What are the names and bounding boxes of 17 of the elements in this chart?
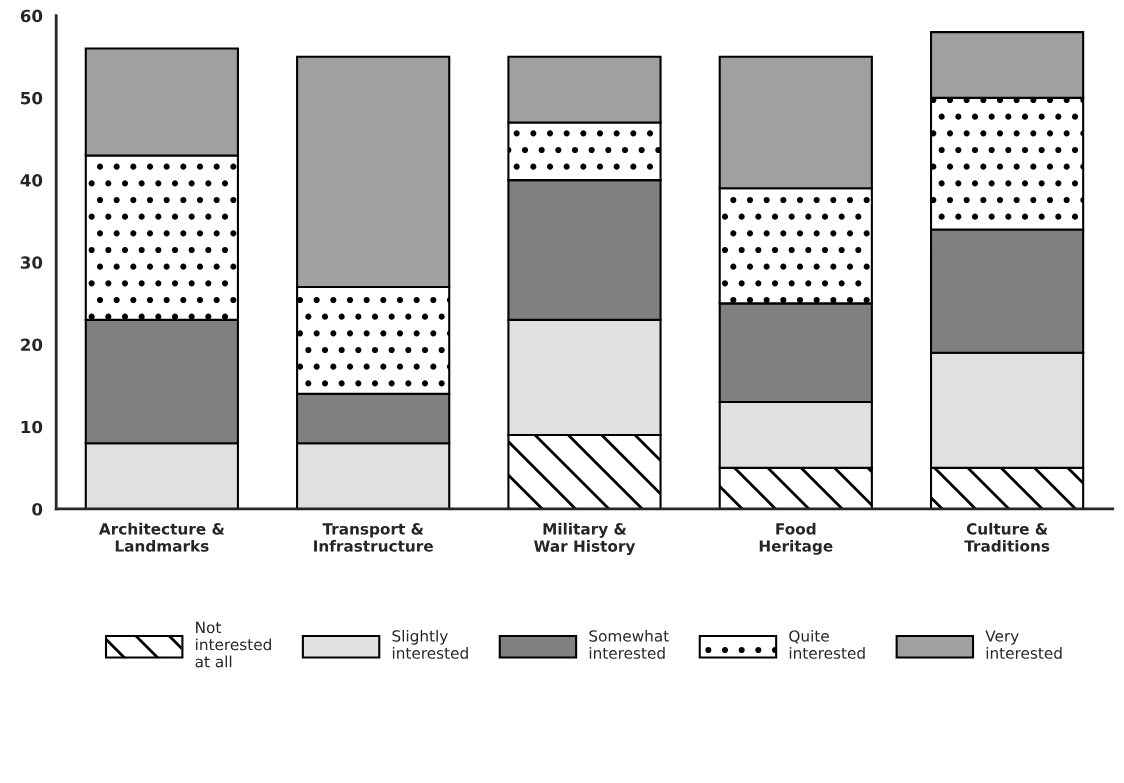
x-tick-label: Food Heritage xyxy=(759,522,833,555)
x-tick-label: Architecture & Landmarks xyxy=(98,522,225,552)
legend-label: Not interested at all xyxy=(195,621,271,668)
x-tick-label: Military & War History xyxy=(534,522,636,555)
legend-label: Somewhat interested xyxy=(589,629,669,659)
y-tick-label: 10 xyxy=(21,420,43,434)
x-tick-label: Transport & Infrastructure xyxy=(314,523,433,552)
legend-label: Very interested xyxy=(985,630,1062,659)
legend-label: Slightly interested xyxy=(392,629,468,659)
legend-label: Quite interested xyxy=(789,629,865,659)
y-tick-label: 60 xyxy=(20,9,43,23)
y-tick-label: 50 xyxy=(21,91,43,105)
y-tick-label: 0 xyxy=(32,502,43,516)
y-tick-label: 30 xyxy=(20,256,43,269)
y-tick-label: 40 xyxy=(20,174,43,187)
y-tick-label: 20 xyxy=(21,338,43,352)
x-tick-label: Culture & Traditions xyxy=(964,522,1050,552)
